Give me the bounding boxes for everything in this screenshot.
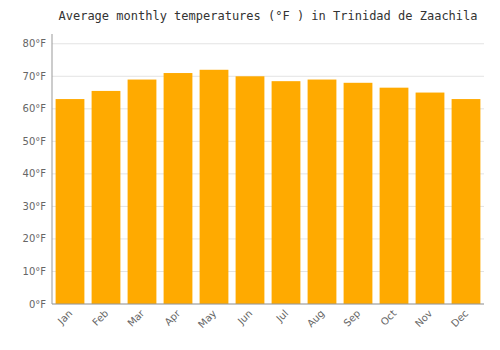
page: {"chart_data": {"type": "bar", "title": … [0,0,500,350]
x-tick-label: Oct [378,308,398,328]
x-tick-label: Dec [449,308,470,329]
bar [380,88,409,304]
x-tick-label: Mar [125,307,147,329]
y-tick-label: 50°F [23,136,47,147]
x-tick-label: Aug [305,308,327,330]
chart-container: Average monthly temperatures (°F ) in Tr… [0,0,500,350]
y-tick-label: 0°F [29,299,46,310]
y-axis-labels: 0°F 10°F 20°F 30°F 40°F 50°F 60°F 70°F 80°F [23,38,47,309]
grid [52,44,484,304]
bar [308,80,337,304]
bars [56,70,481,304]
x-axis-line [52,304,484,305]
bar [416,93,445,304]
bar [272,81,301,304]
y-tick-label: 70°F [23,71,47,82]
chart-title: Average monthly temperatures (°F ) in Tr… [58,9,477,23]
bar [452,99,481,304]
y-tick-label: 60°F [23,103,47,114]
y-tick-label: 30°F [23,201,47,212]
y-axis-line [52,34,53,304]
bar [56,99,85,304]
y-tick-label: 80°F [23,38,47,49]
bar [236,76,265,304]
x-tick-label: Jul [273,308,290,325]
bar [128,80,157,304]
x-tick-label: Apr [162,307,183,328]
bar [92,91,121,304]
x-tick-label: Sep [341,308,362,329]
chart-svg: Average monthly temperatures (°F ) in Tr… [0,0,500,350]
x-tick-label: Feb [90,308,110,328]
bar [200,70,229,304]
x-tick-label: Jan [55,308,74,327]
bar [164,73,193,304]
x-axis-labels: Jan Feb Mar Apr May Jun Jul Aug Sep Oct Nov Dec [55,307,470,330]
y-tick-label: 10°F [23,266,47,277]
y-tick-label: 40°F [23,168,47,179]
grid-line [52,43,484,44]
bar [344,83,373,304]
grid-line [52,76,484,77]
x-tick-label: Jun [235,308,255,328]
grid-line [52,304,484,305]
x-tick-label: Nov [413,308,435,330]
x-tick-label: May [196,308,218,330]
y-tick-label: 20°F [23,233,47,244]
